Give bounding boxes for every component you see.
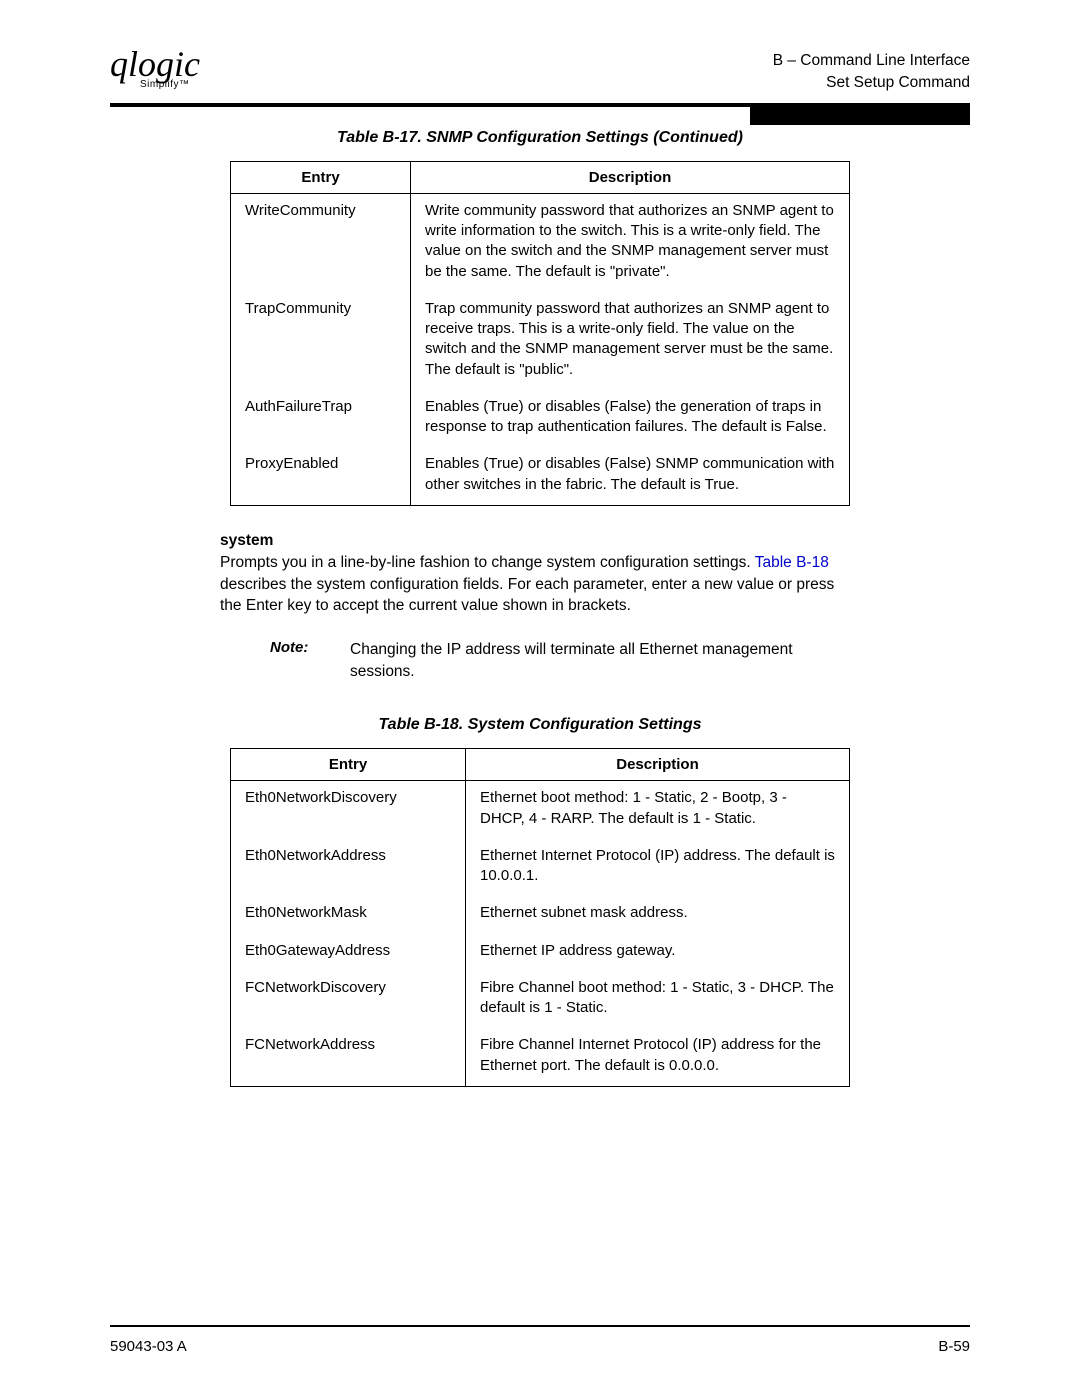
table-row: TrapCommunity Trap community password th…	[231, 292, 850, 390]
header-section-title: B – Command Line Interface Set Setup Com…	[773, 50, 970, 95]
page-header: qlogic Simplify™ B – Command Line Interf…	[110, 50, 970, 95]
entry-cell: AuthFailureTrap	[231, 390, 411, 448]
entry-cell: Eth0NetworkAddress	[231, 839, 466, 897]
entry-cell: TrapCommunity	[231, 292, 411, 390]
page-footer: 59043-03 A B-59	[110, 1338, 970, 1355]
desc-cell: Enables (True) or disables (False) SNMP …	[411, 447, 850, 505]
table-row: WriteCommunity Write community password …	[231, 193, 850, 292]
table-row: Eth0NetworkAddress Ethernet Internet Pro…	[231, 839, 850, 897]
table-1-header-entry: Entry	[231, 161, 411, 193]
header-accent-bar	[750, 107, 970, 125]
desc-cell: Enables (True) or disables (False) the g…	[411, 390, 850, 448]
table-row: Eth0NetworkMask Ethernet subnet mask add…	[231, 896, 850, 933]
desc-cell: Ethernet boot method: 1 - Static, 2 - Bo…	[466, 781, 850, 839]
header-rule-wrap	[110, 103, 970, 107]
note-block: Note: Changing the IP address will termi…	[270, 639, 838, 682]
entry-cell: WriteCommunity	[231, 193, 411, 292]
desc-cell: Ethernet Internet Protocol (IP) address.…	[466, 839, 850, 897]
entry-cell: FCNetworkAddress	[231, 1028, 466, 1086]
table-row: FCNetworkAddress Fibre Channel Internet …	[231, 1028, 850, 1086]
table-2-header-desc: Description	[466, 749, 850, 781]
desc-cell: Write community password that authorizes…	[411, 193, 850, 292]
system-section-title: system	[220, 532, 970, 550]
footer-rule	[110, 1325, 970, 1327]
logo-text: qlogic	[110, 50, 200, 79]
header-line-2: Set Setup Command	[773, 72, 970, 94]
table-1-header-desc: Description	[411, 161, 850, 193]
desc-cell: Trap community password that authorizes …	[411, 292, 850, 390]
table-row: AuthFailureTrap Enables (True) or disabl…	[231, 390, 850, 448]
header-line-1: B – Command Line Interface	[773, 50, 970, 72]
table-2-header-entry: Entry	[231, 749, 466, 781]
desc-cell: Fibre Channel boot method: 1 - Static, 3…	[466, 971, 850, 1029]
logo-tagline: Simplify™	[140, 79, 190, 90]
entry-cell: Eth0NetworkMask	[231, 896, 466, 933]
system-body-post: describes the system configuration field…	[220, 576, 834, 615]
footer-doc-id: 59043-03 A	[110, 1338, 187, 1355]
note-text: Changing the IP address will terminate a…	[350, 639, 838, 682]
entry-cell: FCNetworkDiscovery	[231, 971, 466, 1029]
footer-page-number: B-59	[938, 1338, 970, 1355]
page: qlogic Simplify™ B – Command Line Interf…	[0, 0, 1080, 1397]
table-row: Eth0NetworkDiscovery Ethernet boot metho…	[231, 781, 850, 839]
table-2-caption: Table B-18. System Configuration Setting…	[110, 716, 970, 734]
desc-cell: Ethernet subnet mask address.	[466, 896, 850, 933]
table-row: ProxyEnabled Enables (True) or disables …	[231, 447, 850, 505]
entry-cell: Eth0GatewayAddress	[231, 934, 466, 971]
snmp-settings-table: Entry Description WriteCommunity Write c…	[230, 161, 850, 506]
entry-cell: ProxyEnabled	[231, 447, 411, 505]
table-row: FCNetworkDiscovery Fibre Channel boot me…	[231, 971, 850, 1029]
note-label: Note:	[270, 639, 350, 682]
desc-cell: Ethernet IP address gateway.	[466, 934, 850, 971]
table-row: Eth0GatewayAddress Ethernet IP address g…	[231, 934, 850, 971]
table-b18-link[interactable]: Table B-18	[755, 554, 829, 571]
system-body-pre: Prompts you in a line-by-line fashion to…	[220, 554, 755, 571]
desc-cell: Fibre Channel Internet Protocol (IP) add…	[466, 1028, 850, 1086]
entry-cell: Eth0NetworkDiscovery	[231, 781, 466, 839]
table-1-caption: Table B-17. SNMP Configuration Settings …	[110, 129, 970, 147]
system-section-body: Prompts you in a line-by-line fashion to…	[220, 552, 838, 617]
system-settings-table: Entry Description Eth0NetworkDiscovery E…	[230, 748, 850, 1087]
logo: qlogic Simplify™	[110, 50, 200, 90]
